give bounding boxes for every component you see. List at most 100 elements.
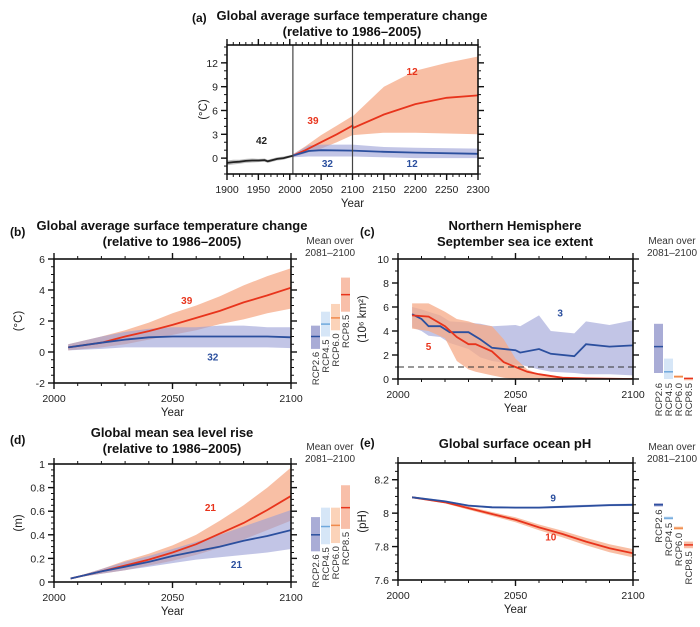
y-tick-label: 9 <box>212 82 218 94</box>
x-tick-label: 2050 <box>161 592 185 604</box>
y-tick-label: 0 <box>212 153 218 165</box>
plot-area <box>398 303 633 379</box>
y-axis-label: (m) <box>13 514 25 531</box>
model-count-label: 32 <box>207 353 219 364</box>
scenario-label: RCP8.5 <box>684 551 695 584</box>
model-count-label: 39 <box>181 296 193 307</box>
black-mean-line <box>227 154 294 164</box>
blue-mean-line <box>411 496 633 509</box>
means-header: 2081–2100 <box>647 454 697 465</box>
x-tick-label: 2200 <box>404 184 428 196</box>
x-axis-label: Year <box>161 606 184 618</box>
y-tick-label: 1 <box>39 459 45 471</box>
means-header: 2081–2100 <box>305 248 355 259</box>
x-tick-label: 2100 <box>279 592 303 604</box>
model-count-label: 39 <box>307 116 319 127</box>
y-tick-label: 7.8 <box>374 542 389 554</box>
x-tick-label: 1950 <box>247 184 271 196</box>
scenario-label: RCP8.5 <box>341 532 352 565</box>
blue-mean-line <box>411 313 633 358</box>
panel-label: (b) <box>10 225 25 239</box>
plot-area <box>227 45 478 174</box>
x-tick-label: 2000 <box>386 590 410 602</box>
y-tick-label: 0.2 <box>30 553 45 565</box>
y-tick-label: 8 <box>383 508 389 520</box>
means-header: 2081–2100 <box>305 454 355 465</box>
x-tick-label: 1900 <box>215 184 239 196</box>
model-count-label: 12 <box>407 159 419 170</box>
means-header: Mean over <box>306 442 354 453</box>
y-tick-label: 0.8 <box>30 483 45 495</box>
chart-title: Global average surface temperature chang… <box>37 218 308 233</box>
y-tick-label: 0 <box>39 577 45 589</box>
panel-label: (a) <box>192 11 207 25</box>
chart-title: (relative to 1986–2005) <box>283 24 422 39</box>
model-count-label: 10 <box>545 533 557 544</box>
y-tick-label: 12 <box>206 58 218 70</box>
x-tick-label: 2050 <box>161 393 185 405</box>
scenario-label: RCP2.6 <box>311 352 322 385</box>
y-tick-label: 0 <box>383 374 389 386</box>
y-tick-label: 6 <box>212 105 218 117</box>
x-axis-label: Year <box>504 604 527 616</box>
x-axis-label: Year <box>504 403 527 415</box>
y-tick-label: 0 <box>39 347 45 359</box>
chart-title: (relative to 1986–2005) <box>103 441 242 456</box>
red-mean-line <box>411 496 633 555</box>
x-tick-label: 2000 <box>42 592 66 604</box>
scenario-label: RCP8.5 <box>341 315 352 348</box>
x-tick-label: 2000 <box>278 184 302 196</box>
red-uncertainty-band <box>412 303 633 379</box>
y-tick-label: 2 <box>383 350 389 362</box>
panel-d: Global mean sea level rise(relative to 1… <box>10 425 355 618</box>
blue-mean-line <box>68 335 291 349</box>
chart-title: (relative to 1986–2005) <box>103 234 242 249</box>
y-axis-label: (°C) <box>198 99 210 120</box>
x-tick-label: 2100 <box>341 184 365 196</box>
x-tick-label: 2250 <box>435 184 459 196</box>
y-tick-label: 2 <box>39 316 45 328</box>
scenario-label: RCP4.5 <box>321 340 332 373</box>
panel-a: Global average surface temperature chang… <box>192 8 490 210</box>
x-axis-label: Year <box>341 198 364 210</box>
blue-uncertainty-band <box>68 325 291 351</box>
chart-title: Northern Hemisphere <box>449 218 582 233</box>
x-tick-label: 2100 <box>621 389 645 401</box>
plot-area <box>411 496 633 558</box>
red-mean-line <box>412 314 633 379</box>
y-tick-label: 7.6 <box>374 575 389 587</box>
model-count-label: 42 <box>256 136 268 147</box>
means-header: Mean over <box>306 236 354 247</box>
model-count-label: 3 <box>557 309 563 320</box>
y-tick-label: 0.6 <box>30 506 45 518</box>
scenario-label: RCP2.6 <box>654 509 665 542</box>
range-bar-rcp26 <box>654 323 663 373</box>
plot-area <box>70 467 291 580</box>
x-tick-label: 2100 <box>621 590 645 602</box>
red-mean-line <box>68 286 291 349</box>
y-tick-label: 3 <box>212 129 218 141</box>
y-tick-label: 4 <box>383 326 389 338</box>
scenario-label: RCP6.0 <box>674 533 685 566</box>
x-tick-label: 2100 <box>279 393 303 405</box>
panel-label: (c) <box>360 225 375 239</box>
range-bar-rcp45 <box>664 358 673 379</box>
model-count-label: 5 <box>426 342 432 353</box>
y-axis-label: (10⁶ km²) <box>357 295 369 343</box>
scenario-label: RCP4.5 <box>664 383 675 416</box>
y-axis-label: (°C) <box>13 311 25 332</box>
blue-uncertainty-band <box>70 510 291 579</box>
plot-area <box>68 268 291 351</box>
y-tick-label: 8.2 <box>374 475 389 487</box>
model-count-label: 21 <box>231 560 243 571</box>
x-tick-label: 2150 <box>372 184 396 196</box>
scenario-label: RCP6.0 <box>331 546 342 579</box>
y-tick-label: 8 <box>383 278 389 290</box>
scenario-label: RCP2.6 <box>654 383 665 416</box>
scenario-label: RCP6.0 <box>674 383 685 416</box>
y-tick-label: 6 <box>39 254 45 266</box>
means-header: 2081–2100 <box>647 248 697 259</box>
scenario-label: RCP4.5 <box>664 523 675 556</box>
x-tick-label: 2050 <box>309 184 333 196</box>
